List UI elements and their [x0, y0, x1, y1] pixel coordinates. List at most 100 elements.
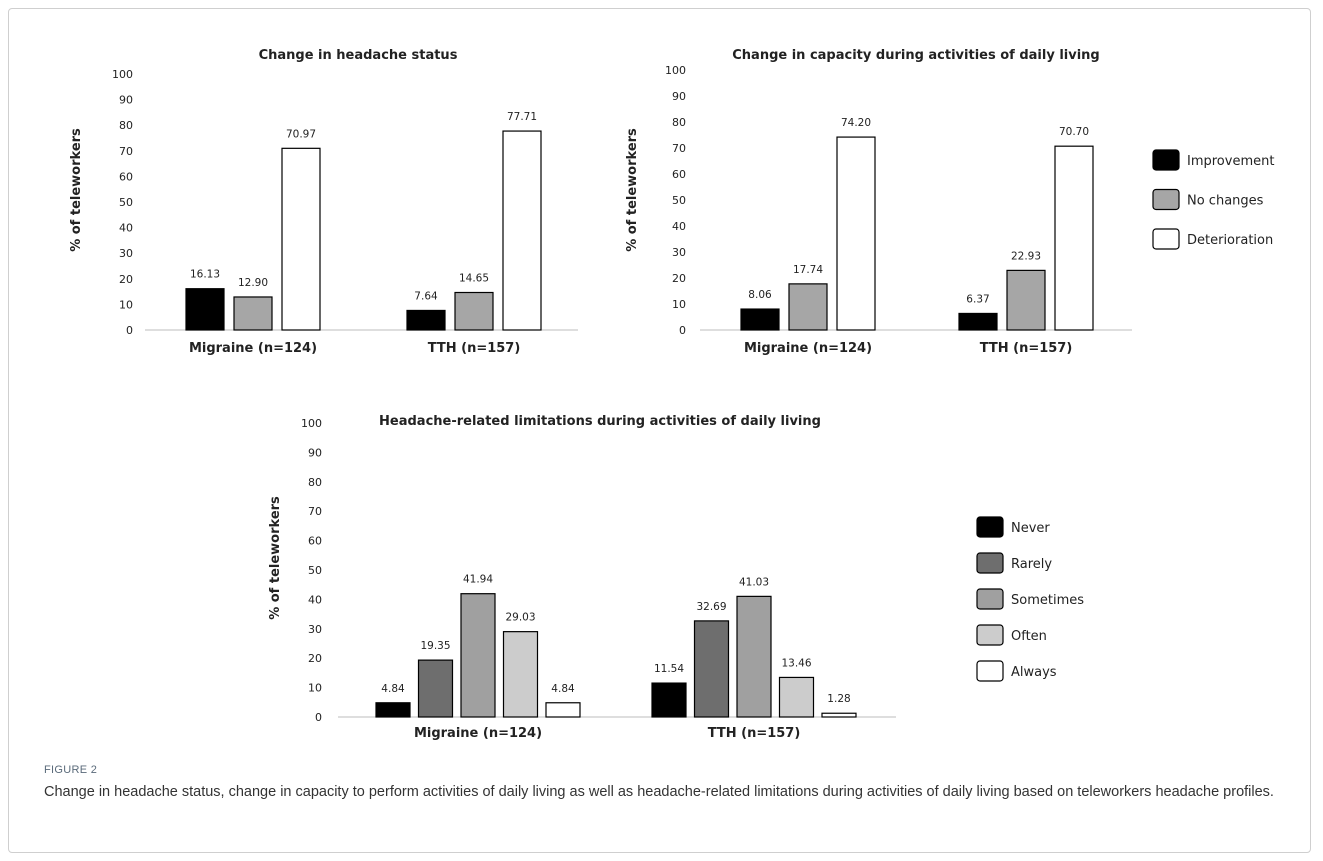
y-axis-label: % of teleworkers — [268, 496, 283, 620]
category-label: Migraine (n=124) — [189, 341, 317, 356]
data-label: 17.74 — [793, 264, 823, 276]
y-tick-label: 50 — [672, 194, 686, 207]
data-label: 41.94 — [463, 574, 493, 586]
y-axis-label: % of teleworkers — [625, 128, 640, 252]
bar-always — [821, 712, 857, 718]
y-tick-label: 80 — [119, 119, 133, 132]
bar-no-changes — [233, 296, 273, 331]
category-label: TTH (n=157) — [980, 341, 1073, 356]
bar-no-changes — [1006, 269, 1046, 331]
legend-swatch — [976, 588, 1004, 610]
bar-improvement — [185, 288, 225, 331]
bar-rarely — [693, 620, 730, 718]
bar-deterioration — [836, 136, 876, 331]
bar-deterioration — [1054, 145, 1094, 331]
chart-title: Change in headache status — [259, 48, 458, 63]
category-label: TTH (n=157) — [428, 341, 521, 356]
legend-label: Always — [1011, 665, 1057, 680]
y-tick-label: 80 — [308, 476, 322, 489]
bar-improvement — [958, 312, 998, 331]
data-label: 14.65 — [459, 272, 489, 284]
y-tick-label: 80 — [672, 116, 686, 129]
chart-title: Headache-related limitations during acti… — [379, 414, 821, 429]
figure-label: FIGURE 2 — [44, 764, 98, 776]
legend-label: Never — [1011, 521, 1050, 536]
figure-frame — [8, 8, 1311, 853]
legend-label: Rarely — [1011, 557, 1052, 572]
bar-no-changes — [454, 291, 494, 331]
legend-swatch — [1152, 188, 1180, 211]
y-tick-label: 90 — [308, 446, 322, 459]
data-label: 11.54 — [654, 663, 684, 675]
bar-no-changes — [788, 283, 828, 331]
data-label: 77.71 — [507, 111, 537, 123]
y-tick-label: 60 — [672, 168, 686, 181]
y-axis-label: % of teleworkers — [69, 128, 84, 252]
bar-improvement — [406, 309, 446, 331]
y-tick-label: 100 — [301, 417, 322, 430]
y-tick-label: 60 — [308, 535, 322, 548]
bar-always — [545, 702, 581, 718]
category-label: TTH (n=157) — [708, 726, 801, 741]
bar-never — [375, 702, 411, 718]
data-label: 12.90 — [238, 277, 268, 289]
bar-sometimes — [736, 595, 772, 718]
legend-label: Improvement — [1187, 154, 1274, 169]
data-label: 70.70 — [1059, 126, 1089, 138]
figure-charts: Change in headache status % of teleworker… — [69, 48, 1274, 741]
bar-sometimes — [460, 593, 496, 718]
legend-swatch — [1152, 228, 1180, 250]
legend-swatch — [976, 516, 1004, 538]
data-label: 1.28 — [827, 693, 850, 705]
category-label: Migraine (n=124) — [744, 341, 872, 356]
data-label: 74.20 — [841, 117, 871, 129]
data-label: 29.03 — [505, 612, 535, 624]
y-tick-label: 30 — [308, 623, 322, 636]
legend-swatch — [976, 660, 1004, 682]
data-label: 8.06 — [748, 289, 772, 301]
category-label: Migraine (n=124) — [414, 726, 542, 741]
y-tick-label: 30 — [119, 247, 133, 260]
data-label: 13.46 — [781, 657, 811, 669]
bar-rarely — [417, 659, 454, 718]
bar-deterioration — [281, 147, 321, 331]
y-tick-label: 20 — [308, 652, 322, 665]
y-tick-label: 20 — [119, 273, 133, 286]
legend-label: Often — [1011, 629, 1047, 644]
data-label: 32.69 — [696, 601, 726, 613]
data-label: 22.93 — [1011, 250, 1041, 262]
chart-title: Change in capacity during activities of … — [732, 48, 1100, 63]
y-tick-label: 100 — [112, 68, 133, 81]
bar-never — [651, 682, 687, 718]
y-tick-label: 30 — [672, 246, 686, 259]
y-tick-label: 10 — [672, 298, 686, 311]
data-label: 4.84 — [381, 683, 405, 695]
y-tick-label: 10 — [119, 298, 133, 311]
y-tick-label: 90 — [672, 90, 686, 103]
y-tick-label: 20 — [672, 272, 686, 285]
y-tick-label: 90 — [119, 94, 133, 107]
data-label: 7.64 — [414, 290, 438, 302]
y-tick-label: 70 — [119, 145, 133, 158]
data-label: 41.03 — [739, 576, 769, 588]
bar-deterioration — [502, 130, 542, 331]
y-tick-label: 40 — [672, 220, 686, 233]
y-tick-label: 0 — [679, 324, 686, 337]
y-tick-label: 50 — [119, 196, 133, 209]
y-tick-label: 60 — [119, 170, 133, 183]
data-label: 70.97 — [286, 128, 316, 140]
data-label: 6.37 — [966, 293, 989, 305]
data-label: 19.35 — [420, 640, 450, 652]
y-tick-label: 40 — [119, 222, 133, 235]
y-tick-label: 0 — [315, 711, 322, 724]
legend-label: Sometimes — [1011, 593, 1084, 608]
legend-swatch — [976, 552, 1004, 574]
y-tick-label: 50 — [308, 564, 322, 577]
y-tick-label: 70 — [308, 505, 322, 518]
data-label: 16.13 — [190, 269, 220, 281]
y-tick-label: 100 — [665, 64, 686, 77]
y-tick-label: 40 — [308, 593, 322, 606]
figure-caption: Change in headache status, change in cap… — [44, 784, 1274, 800]
legend-swatch — [1152, 149, 1180, 171]
y-tick-label: 0 — [126, 324, 133, 337]
